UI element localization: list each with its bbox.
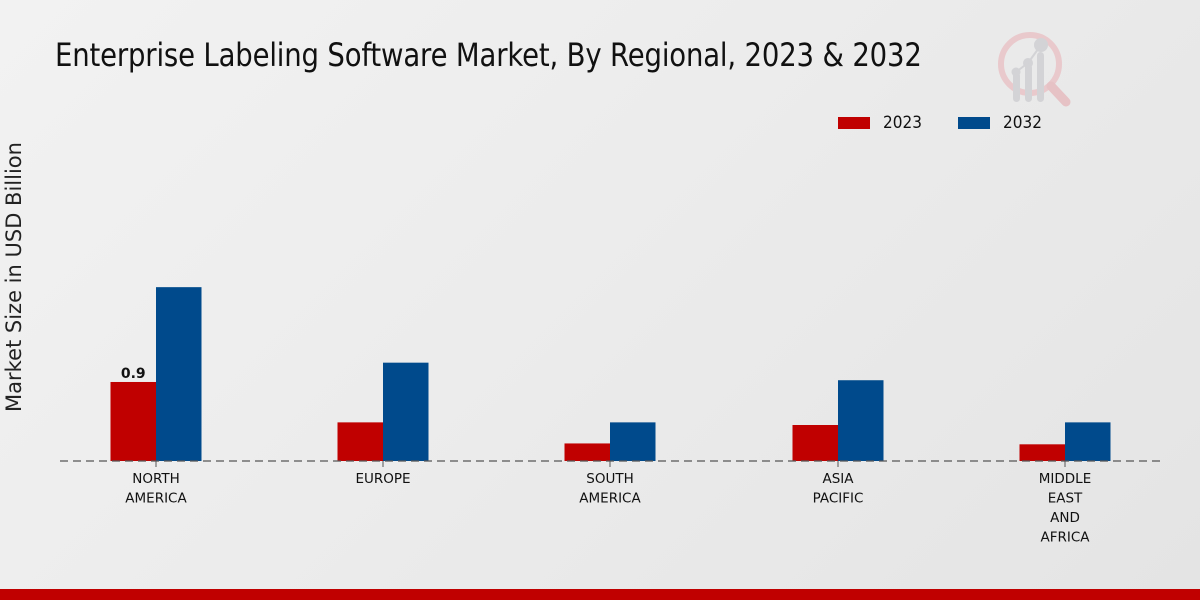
x-tick-label: MIDDLE EAST AND AFRICA xyxy=(1039,471,1091,546)
x-tick-label: NORTH AMERICA xyxy=(125,471,187,507)
bar-2023-1 xyxy=(337,422,383,461)
bar-2032-1 xyxy=(383,362,429,461)
x-tick-label: SOUTH AMERICA xyxy=(579,471,641,507)
x-tick-label-line: AND xyxy=(1050,510,1080,526)
bar-2032-4 xyxy=(1065,422,1111,461)
x-tick-label-line: EAST xyxy=(1048,491,1083,507)
x-tick-label-line: NORTH xyxy=(132,471,180,487)
bar-2023-3 xyxy=(792,425,838,461)
legend-label-2023: 2023 xyxy=(883,113,922,133)
x-tick-label: EUROPE xyxy=(355,471,410,487)
bar-2032-0 xyxy=(156,287,202,461)
x-tick-label-line: AMERICA xyxy=(579,491,641,507)
chart-title: Enterprise Labeling Software Market, By … xyxy=(55,36,922,74)
logo-watermark-icon xyxy=(994,28,1074,110)
x-tick-label-line: SOUTH xyxy=(586,471,633,487)
bar-2032-3 xyxy=(838,380,884,461)
bar-2023-4 xyxy=(1019,444,1065,461)
x-tick-label-line: ASIA xyxy=(822,471,854,487)
data-label: 0.9 xyxy=(121,366,146,382)
bar-2023-0 xyxy=(110,381,156,461)
x-tick-label: ASIA PACIFIC xyxy=(813,471,864,507)
bar-2023-2 xyxy=(564,443,610,461)
x-tick-label-line: AMERICA xyxy=(125,491,187,507)
legend-swatch-2032 xyxy=(958,117,990,129)
legend-swatch-2023 xyxy=(838,117,870,129)
x-tick-label-line: PACIFIC xyxy=(813,491,864,507)
footer-bar xyxy=(0,589,1200,600)
legend-item-2023: 2023 xyxy=(838,113,926,133)
x-tick-label-line: AFRICA xyxy=(1040,530,1090,546)
bar-2032-2 xyxy=(610,422,656,461)
x-tick-label-line: MIDDLE xyxy=(1039,471,1091,487)
legend-label-2032: 2032 xyxy=(1003,113,1042,133)
legend-item-2032: 2032 xyxy=(958,113,1046,133)
x-tick-label-line: EUROPE xyxy=(355,471,410,487)
